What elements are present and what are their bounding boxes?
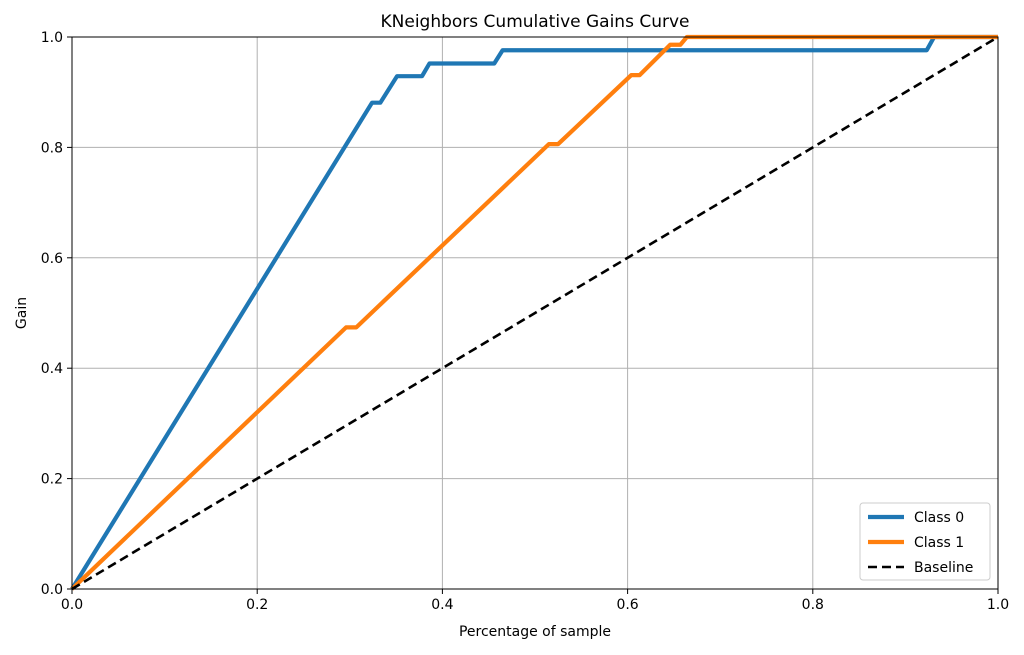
- legend-box: [859, 502, 991, 581]
- ticks: 0.0 0.2 0.4 0.6 0.8 1.0 0.0 0.2 0.4 0.6 0.8 1.0: [41, 30, 1009, 613]
- legend-label: Baseline: [914, 560, 973, 576]
- y-tick-label: 1.0: [41, 30, 63, 46]
- x-tick-label: 0.8: [802, 597, 824, 613]
- y-tick-label: 0.8: [41, 140, 63, 156]
- x-tick-label: 0.0: [61, 597, 83, 613]
- legend-label: Class 1: [914, 535, 964, 551]
- legend-label: Class 0: [914, 510, 964, 526]
- series-line-class-1: [70, 34, 998, 591]
- y-axis-label: Gain: [14, 297, 30, 329]
- series-lines: [70, 34, 999, 591]
- series-line-baseline: [71, 35, 999, 591]
- plot-frame: [71, 36, 999, 590]
- x-tick-label: 0.2: [246, 597, 268, 613]
- chart-title: KNeighbors Cumulative Gains Curve: [381, 12, 690, 32]
- y-tick-label: 0.0: [41, 582, 63, 598]
- y-tick-label: 0.4: [41, 361, 63, 377]
- legend: Class 0 Class 1 Baseline: [859, 502, 991, 581]
- x-tick-label: 0.4: [431, 597, 453, 613]
- y-tick-label: 0.6: [41, 251, 63, 267]
- x-tick-label: 1.0: [987, 597, 1009, 613]
- x-axis-label: Percentage of sample: [459, 624, 611, 640]
- series-line-class-0: [70, 34, 998, 591]
- y-tick-label: 0.2: [41, 472, 63, 488]
- x-tick-label: 0.6: [616, 597, 638, 613]
